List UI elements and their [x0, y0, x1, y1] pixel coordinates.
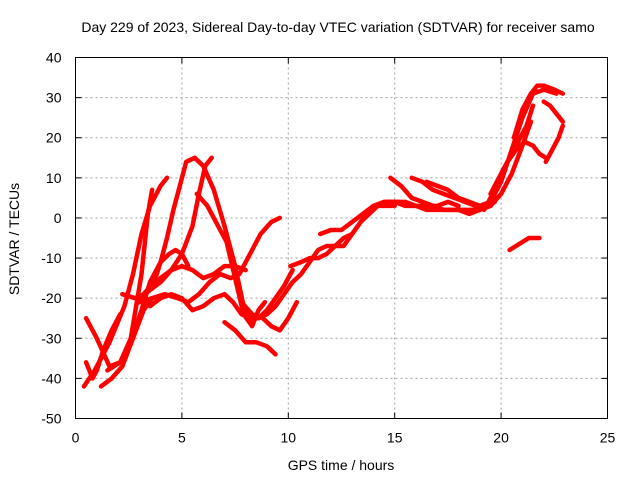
y-tick-labels: -50 -40 -30 -20 -10 0 10 20 30 40: [41, 50, 61, 427]
x-tick-label: 10: [281, 430, 297, 446]
series-line-track-4: [98, 295, 155, 389]
x-tick-labels: 0 5 10 15 20 25: [72, 430, 616, 446]
y-tick-label: 10: [46, 170, 62, 186]
series-line-track-23: [541, 99, 566, 124]
x-tick-label: 5: [178, 430, 186, 446]
chart-title: Day 229 of 2023, Sidereal Day-to-day VTE…: [81, 19, 594, 35]
series-line-track-13: [239, 299, 300, 333]
series-line-track-11: [147, 267, 295, 321]
y-tick-label: -20: [41, 290, 61, 306]
y-tick-label: 40: [46, 50, 62, 66]
series-line-track-17: [388, 175, 487, 213]
x-tick-label: 15: [387, 430, 403, 446]
series-line-track-25: [507, 235, 542, 253]
y-tick-label: 20: [46, 130, 62, 146]
x-tick-label: 0: [72, 430, 80, 446]
series-line-track-24: [543, 123, 566, 165]
plot-frame: [75, 57, 608, 419]
y-tick-label: 30: [46, 90, 62, 106]
y-tick-label: -50: [41, 411, 61, 427]
y-axis-label: SDTVAR / TECUs: [6, 183, 22, 295]
y-tick-label: 0: [54, 210, 62, 226]
y-tick-label: -30: [41, 330, 61, 346]
series-line-track-8: [147, 263, 248, 289]
series-line-track-21: [511, 83, 566, 140]
series-line-track-26: [488, 139, 549, 197]
grid-lines: [75, 57, 608, 419]
series-line-track-12: [222, 319, 278, 357]
x-axis-label: GPS time / hours: [288, 457, 395, 473]
series-line-track-6: [137, 155, 214, 301]
x-tick-label: 20: [493, 430, 509, 446]
x-tick-label: 25: [600, 430, 616, 446]
data-series: [81, 83, 566, 389]
y-tick-label: -10: [41, 250, 61, 266]
series-line-track-20: [488, 119, 534, 209]
series-line-track-5: [83, 311, 123, 381]
y-tick-label: -40: [41, 370, 61, 386]
